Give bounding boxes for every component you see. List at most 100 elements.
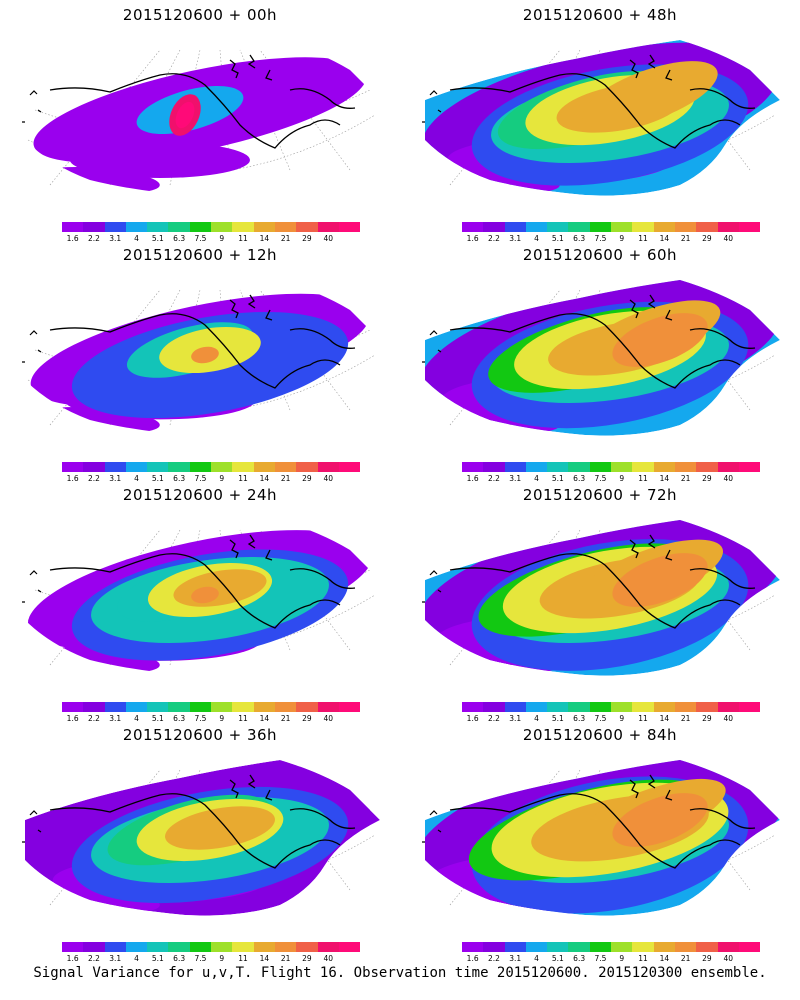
colorbar-swatch [462,942,484,952]
colorbar-swatch [338,702,361,712]
forecast-panel: 2015120600 + 12h 1.6 2.2 3.1 4 5.1 6.3 7.5 9 11 14… [0,240,400,485]
variance-maximum [191,586,219,604]
colorbar-swatch [232,462,254,472]
colorbar-labels: 1.6 2.2 3.1 4 5.1 6.3 7.5 9 11 14 21 29 40 [462,474,762,486]
colorbar-tick-label: 1.6 [66,474,79,483]
colorbar-swatch [653,702,675,712]
island-outline [422,90,442,123]
colorbar-tick-label: 3.1 [509,234,522,243]
colorbar-labels: 1.6 2.2 3.1 4 5.1 6.3 7.5 9 11 14 21 29 40 [62,954,362,966]
colorbar-swatch [189,462,212,472]
panel-title: 2015120600 + 84h [522,726,678,744]
colorbar-tick-label: 11 [238,714,248,723]
coastline [49,534,356,629]
colorbar-swatch [632,462,654,472]
colorbar-tick-label: 3.1 [109,714,122,723]
colorbar-swatch [525,942,548,952]
colorbar-swatch [232,702,254,712]
colorbar-tick-label: 2.2 [87,474,100,483]
colorbar-swatch [338,222,361,232]
variance-map [422,280,780,436]
colorbar-tick-label: 6.3 [573,954,586,963]
colorbar-swatch [211,942,233,952]
colorbar-swatch [674,942,697,952]
colorbar-swatch [611,222,633,232]
colorbar-tick-label: 9 [619,234,625,243]
colorbar-tick-label: 5.1 [151,234,164,243]
colorbar-swatch [253,462,275,472]
panel-title: 2015120600 + 12h [122,246,278,264]
forecast-panel: 2015120600 + 00h 1.6 2.2 3.1 4 5.1 6.3 7.5 9 11 14… [0,0,400,245]
coastline [49,774,356,869]
colorbar-swatch [589,222,612,232]
colorbar-swatch [653,222,675,232]
colorbar-swatch [62,942,84,952]
colorbar-swatch [632,942,654,952]
colorbar-swatch [504,222,526,232]
colorbar-tick-label: 5.1 [551,234,564,243]
colorbar-swatch [62,462,84,472]
colorbar-tick-label: 9 [619,474,625,483]
colorbar-tick-label: 21 [280,714,291,723]
colorbar-swatch [696,702,718,712]
colorbar-swatch [568,222,590,232]
colorbar-swatch [168,222,190,232]
variance-contour [165,806,275,850]
colorbar-tick-label: 14 [659,714,670,723]
colorbar-swatch [696,942,718,952]
colorbar-tick-label: 7.5 [194,954,207,963]
colorbar-tick-label: 21 [280,954,291,963]
colorbar-tick-label: 11 [238,474,248,483]
colorbar-tick-label: 40 [323,474,334,483]
colorbar-tick-label: 29 [302,234,312,243]
colorbar-tick-label: 40 [323,954,334,963]
colorbar-tick-label: 3.1 [109,234,122,243]
colorbar-swatch [653,462,675,472]
colorbar-swatch [504,942,526,952]
colorbar-labels: 1.6 2.2 3.1 4 5.1 6.3 7.5 9 11 14 21 29 40 [462,714,762,726]
colorbar [62,702,361,712]
colorbar-tick-label: 6.3 [173,714,186,723]
colorbar-tick-label: 40 [723,714,734,723]
colorbar-swatch [317,462,339,472]
colorbar-tick-label: 21 [280,234,291,243]
variance-contour [70,142,250,178]
variance-map [422,520,780,676]
variance-field [425,280,780,436]
colorbar-tick-label: 14 [659,474,670,483]
colorbar-swatch [547,702,569,712]
colorbar-swatch [253,702,275,712]
coastline [49,294,356,389]
colorbar-tick-label: 14 [259,234,270,243]
coastline [449,294,756,389]
island-outline [22,90,42,123]
panel-title: 2015120600 + 24h [122,486,278,504]
colorbar-swatch [483,462,505,472]
colorbar-tick-label: 29 [702,234,712,243]
colorbar-swatch [168,942,190,952]
colorbar-tick-label: 11 [638,234,648,243]
colorbar-tick-label: 9 [219,474,225,483]
colorbar-tick-label: 6.3 [173,474,186,483]
colorbar-swatch [125,222,148,232]
colorbar-tick-label: 4 [134,714,139,723]
colorbar-tick-label: 3.1 [509,474,522,483]
colorbar-tick-label: 9 [219,714,225,723]
colorbar-tick-label: 40 [723,954,734,963]
colorbar-tick-label: 14 [659,234,670,243]
variance-field [425,760,780,916]
variance-contour [582,61,718,129]
colorbar-tick-label: 4 [134,954,139,963]
colorbar-swatch [462,702,484,712]
colorbar-labels: 1.6 2.2 3.1 4 5.1 6.3 7.5 9 11 14 21 29 40 [462,234,762,246]
colorbar-swatch [168,702,190,712]
colorbar [62,942,361,952]
colorbar-swatch [717,222,739,232]
colorbar-swatch [274,702,297,712]
colorbar-swatch [738,942,761,952]
colorbar-labels: 1.6 2.2 3.1 4 5.1 6.3 7.5 9 11 14 21 29 40 [62,474,362,486]
island-outline [422,810,442,843]
colorbar-tick-label: 11 [238,954,248,963]
colorbar-tick-label: 7.5 [594,234,607,243]
colorbar-swatch [547,222,569,232]
